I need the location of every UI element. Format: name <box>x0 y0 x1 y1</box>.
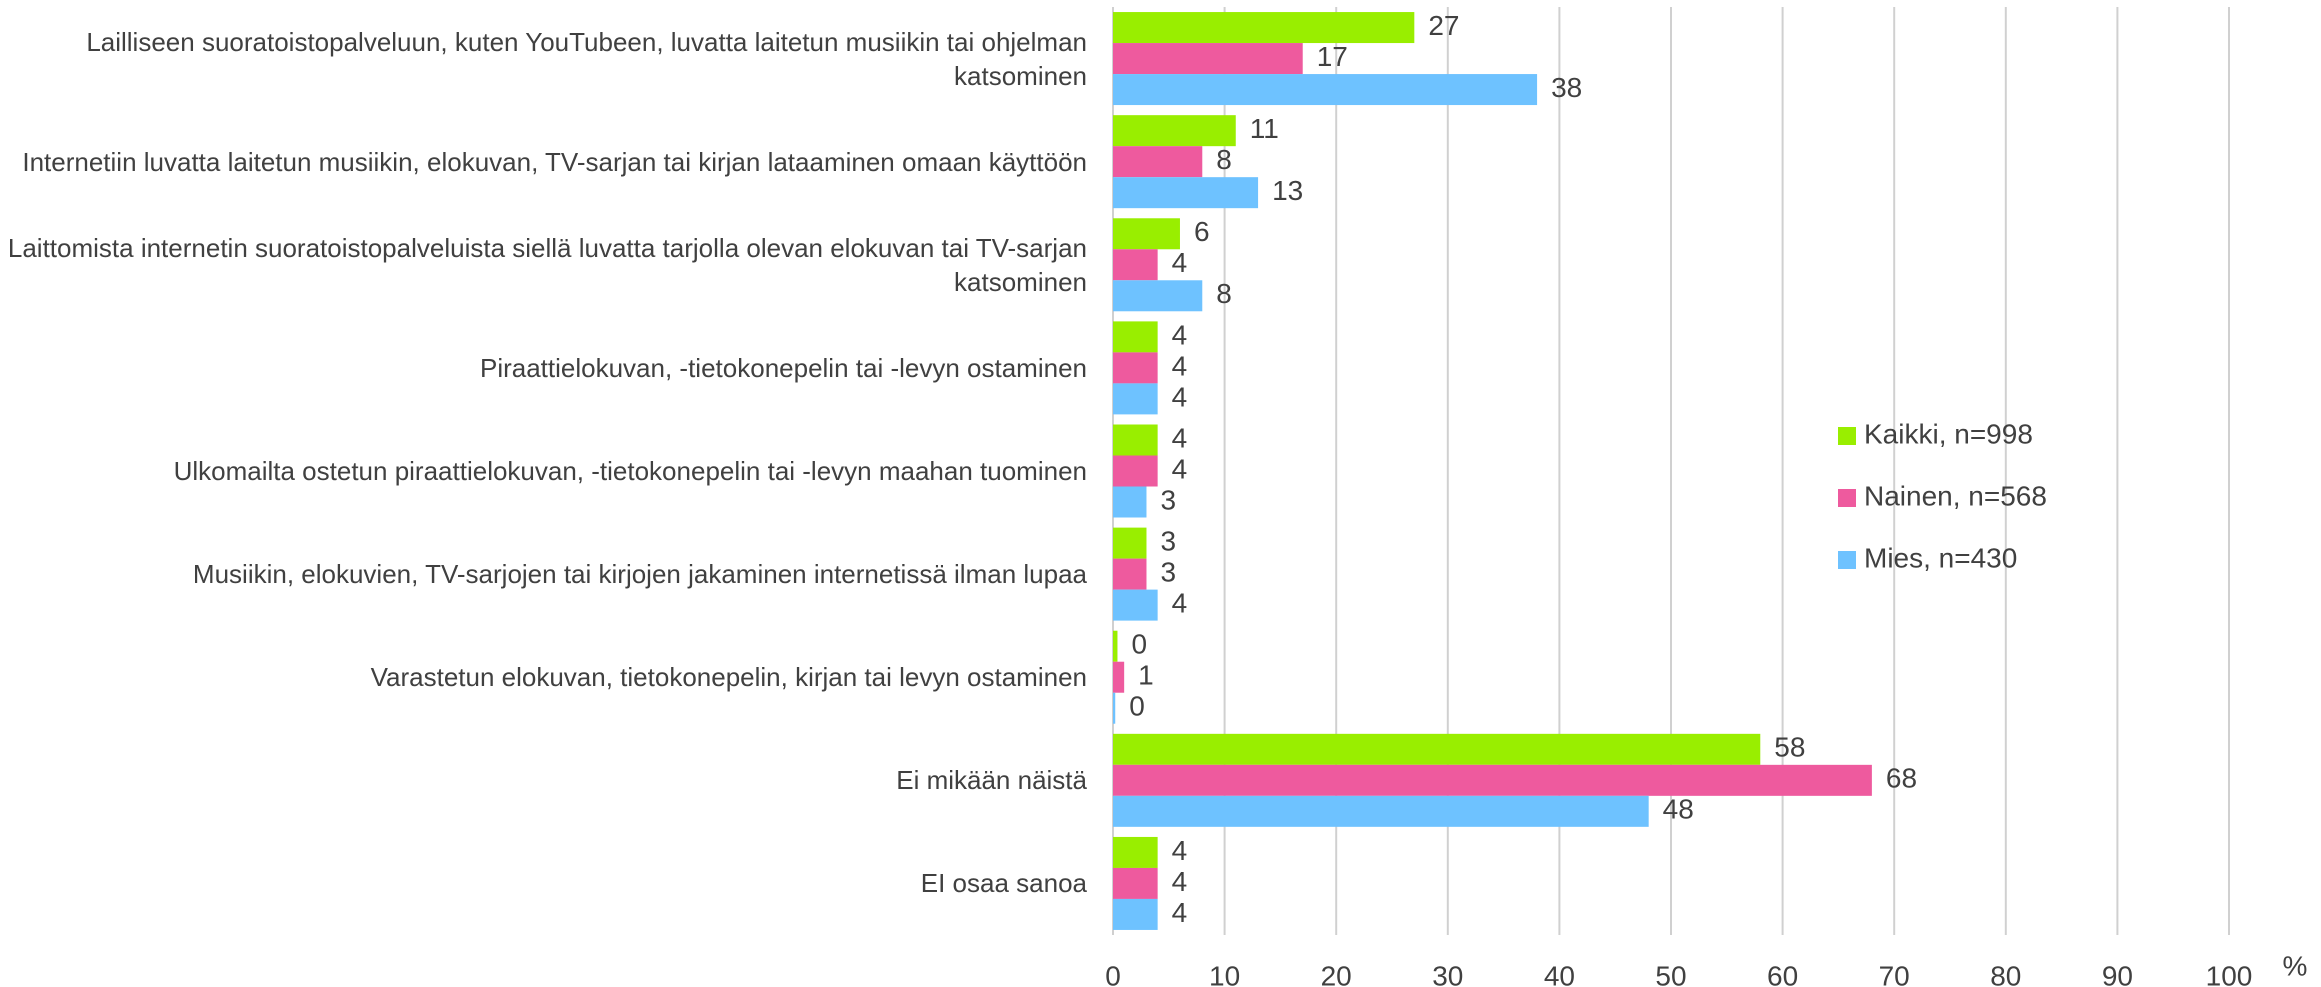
data-label: 58 <box>1774 732 1805 763</box>
bar <box>1113 12 1415 44</box>
bar <box>1113 352 1158 384</box>
category-label: Laittomista internetin suoratoistopalvel… <box>7 232 1087 297</box>
category-label: Ulkomailta ostetun piraattielokuvan, -ti… <box>173 456 1087 486</box>
bar <box>1113 424 1158 456</box>
data-label: 3 <box>1160 484 1176 515</box>
legend-label: Kaikki, n=998 <box>1864 418 2033 449</box>
data-label: 4 <box>1172 319 1188 350</box>
bar <box>1113 630 1118 662</box>
x-tick-label: 100 <box>2206 960 2253 987</box>
data-label: 3 <box>1160 557 1176 588</box>
category-label: EI osaa sanoa <box>920 868 1087 899</box>
x-tick-label: 10 <box>1209 960 1240 987</box>
category-label: Piraattielokuvan, -tietokonepelin tai -l… <box>479 352 1087 383</box>
data-label: 4 <box>1172 866 1188 897</box>
bar <box>1113 43 1303 75</box>
data-label: 0 <box>1131 629 1147 660</box>
data-label: 17 <box>1317 41 1348 72</box>
bar <box>1113 455 1158 487</box>
data-label: 8 <box>1216 278 1232 309</box>
data-label: 3 <box>1160 526 1176 557</box>
bar <box>1113 692 1116 724</box>
bar <box>1113 74 1538 106</box>
bar <box>1113 836 1158 868</box>
x-tick-label: 70 <box>1879 960 1910 987</box>
bar <box>1113 661 1125 693</box>
data-label: 4 <box>1172 422 1188 453</box>
data-label: 8 <box>1216 144 1232 175</box>
bar <box>1113 795 1649 827</box>
bar <box>1113 383 1158 415</box>
legend-swatch <box>1838 551 1856 569</box>
bar <box>1113 218 1180 250</box>
category-label: Ei mikään näistä <box>896 765 1087 796</box>
data-label: 4 <box>1172 453 1188 484</box>
bar <box>1113 733 1761 765</box>
x-tick-label: 40 <box>1544 960 1575 987</box>
x-tick-label: 80 <box>1990 960 2021 987</box>
category-label: Musiikin, elokuvien, TV-sarjojen tai kir… <box>192 559 1087 590</box>
bar <box>1113 589 1158 621</box>
data-label: 1 <box>1138 660 1154 691</box>
legend-swatch <box>1838 427 1856 445</box>
data-label: 4 <box>1172 381 1188 412</box>
bar <box>1113 898 1158 930</box>
bar <box>1113 867 1158 899</box>
bar <box>1113 486 1147 518</box>
data-label: 6 <box>1194 216 1210 247</box>
x-tick-label: 60 <box>1767 960 1798 987</box>
x-tick-label: 20 <box>1321 960 1352 987</box>
data-label: 0 <box>1129 691 1145 722</box>
bar <box>1113 280 1203 312</box>
bar <box>1113 177 1259 209</box>
data-label: 4 <box>1172 588 1188 619</box>
bar <box>1113 115 1236 147</box>
data-label: 27 <box>1428 10 1459 41</box>
data-label: 68 <box>1886 763 1917 794</box>
data-label: 11 <box>1250 113 1279 144</box>
legend-label: Nainen, n=568 <box>1864 480 2047 511</box>
data-label: 4 <box>1172 897 1188 928</box>
category-label: Lailliseen suoratoistopalveluun, kuten Y… <box>86 26 1087 91</box>
x-unit: % <box>2283 950 2308 981</box>
category-label: Internetiin luvatta laitetun musiikin, e… <box>22 146 1087 177</box>
data-label: 4 <box>1172 350 1188 381</box>
data-label: 4 <box>1172 835 1188 866</box>
category-label: Varastetun elokuvan, tietokonepelin, kir… <box>370 662 1087 693</box>
data-label: 13 <box>1272 175 1303 206</box>
legend-label: Mies, n=430 <box>1864 542 2017 573</box>
data-label: 48 <box>1663 794 1694 825</box>
bar <box>1113 249 1158 281</box>
x-tick-label: 30 <box>1432 960 1463 987</box>
bar <box>1113 527 1147 559</box>
data-label: 4 <box>1172 247 1188 278</box>
x-tick-label: 0 <box>1105 960 1121 987</box>
bar <box>1113 321 1158 353</box>
legend-swatch <box>1838 489 1856 507</box>
bar <box>1113 764 1872 796</box>
data-label: 38 <box>1551 72 1582 103</box>
x-tick-label: 50 <box>1655 960 1686 987</box>
bar <box>1113 146 1203 178</box>
bar <box>1113 558 1147 590</box>
x-tick-label: 90 <box>2102 960 2133 987</box>
